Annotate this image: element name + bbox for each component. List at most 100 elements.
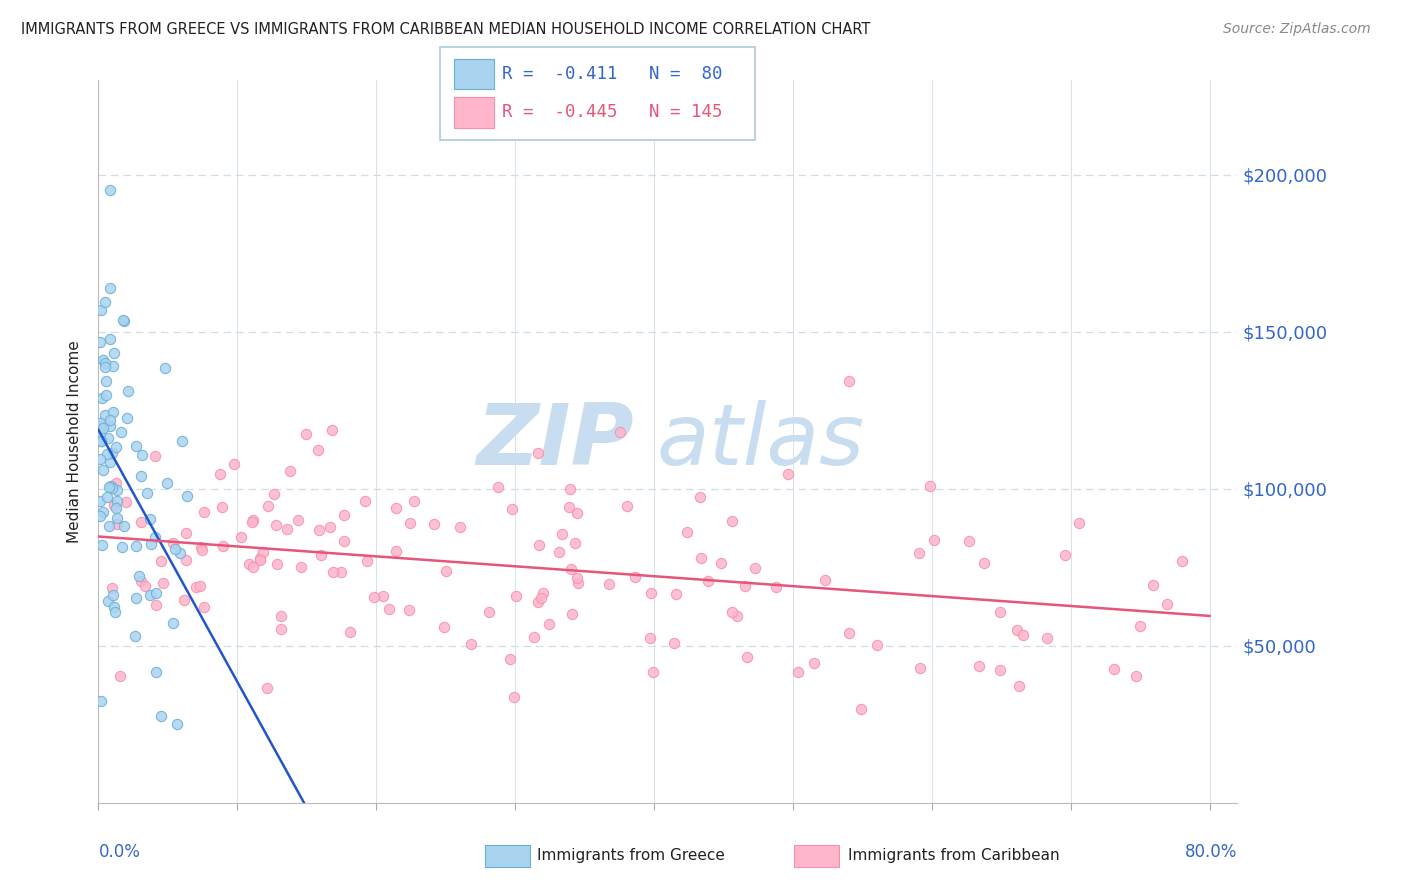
Point (558, 500, 581, 515)
Point (776, 467, 799, 481)
Point (721, 605, 744, 619)
Point (1171, 554, 1194, 568)
Point (186, 580, 208, 594)
Point (330, 566, 353, 580)
Point (486, 480, 509, 494)
Point (734, 579, 756, 593)
Point (94, 360, 117, 375)
Point (321, 423, 343, 437)
Point (363, 590, 385, 604)
Point (641, 665, 664, 680)
Text: 80.0%: 80.0% (1185, 843, 1237, 861)
Point (598, 577, 620, 591)
Point (531, 586, 554, 600)
Point (188, 579, 211, 593)
Point (567, 506, 589, 520)
Point (145, 586, 167, 600)
Point (112, 314, 135, 328)
Point (385, 544, 408, 558)
Point (105, 516, 128, 531)
Point (922, 533, 945, 548)
Point (689, 490, 711, 504)
Point (988, 605, 1011, 619)
Point (737, 649, 759, 664)
Point (191, 542, 214, 557)
Point (145, 665, 167, 679)
Point (166, 717, 188, 731)
Text: R =  -0.411   N =  80: R = -0.411 N = 80 (502, 65, 723, 83)
Point (957, 534, 980, 549)
Point (449, 520, 471, 534)
Text: R =  -0.445   N = 145: R = -0.445 N = 145 (502, 103, 723, 121)
Point (908, 545, 931, 559)
Point (190, 541, 212, 555)
Point (94, 409, 117, 423)
Point (398, 516, 420, 531)
Point (1054, 549, 1077, 563)
Point (89, 434, 111, 449)
Point (131, 515, 153, 529)
Point (94, 388, 117, 402)
Point (434, 564, 457, 578)
Point (240, 515, 263, 529)
Point (98, 332, 121, 346)
Point (143, 530, 166, 544)
Point (787, 665, 810, 679)
Point (211, 500, 233, 514)
Point (91, 391, 114, 405)
Point (1125, 669, 1147, 683)
Point (91, 463, 114, 477)
Point (640, 631, 662, 645)
Point (145, 449, 167, 463)
Point (478, 605, 501, 619)
Point (174, 553, 197, 567)
Point (211, 539, 233, 553)
Point (551, 527, 574, 541)
Point (270, 623, 292, 637)
Point (152, 576, 174, 591)
Point (1129, 619, 1152, 633)
Point (558, 482, 581, 496)
Point (112, 519, 135, 533)
Point (124, 629, 146, 643)
Point (256, 681, 278, 695)
Point (385, 500, 408, 515)
Point (319, 520, 342, 534)
Point (242, 513, 264, 527)
Point (173, 593, 195, 607)
Point (138, 588, 160, 602)
Point (139, 537, 162, 551)
Point (163, 541, 186, 556)
Point (134, 579, 156, 593)
Point (527, 594, 550, 608)
Point (270, 609, 292, 624)
Point (567, 576, 589, 591)
Point (547, 545, 569, 559)
Point (97, 593, 120, 607)
Point (103, 345, 125, 359)
Point (529, 538, 551, 552)
Point (665, 587, 688, 601)
Point (105, 493, 128, 508)
Point (209, 467, 232, 482)
Point (129, 469, 152, 483)
Text: Immigrants from Greece: Immigrants from Greece (537, 848, 725, 863)
Point (100, 479, 122, 493)
Point (105, 511, 128, 525)
Point (710, 556, 733, 570)
Point (131, 449, 153, 463)
Point (690, 550, 713, 565)
Point (377, 601, 399, 615)
Point (110, 425, 132, 439)
Point (124, 439, 146, 453)
Point (103, 499, 125, 513)
Point (136, 485, 159, 500)
Point (98, 413, 121, 427)
Point (96, 490, 118, 504)
Point (105, 483, 128, 497)
Point (98, 419, 121, 434)
Point (866, 638, 889, 652)
Point (280, 464, 302, 478)
Point (322, 566, 344, 580)
Point (499, 652, 522, 666)
